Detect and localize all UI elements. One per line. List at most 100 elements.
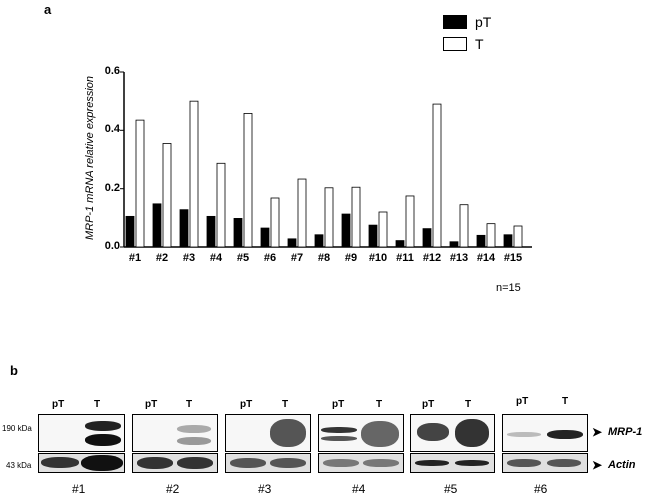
bar-pT-#1 [125,215,135,248]
x-tick-#1: #1 [128,252,142,264]
x-tick-#7: #7 [290,252,304,264]
blot-1-sample: #1 [72,482,86,496]
bar-T-#8 [324,187,334,248]
bar-T-#10 [378,211,388,248]
blot-3-lane-t: T [282,399,289,410]
blot-6-actin [502,453,588,473]
protein-label-mrp1: MRP-1 [608,426,643,438]
blot-1-actin [38,453,125,473]
x-tick-#13: #13 [449,252,469,264]
bar-pT-#14 [476,234,486,248]
bar-T-#2 [162,143,172,248]
blot-4-lane-pt: pT [332,399,345,410]
band [415,460,449,466]
blot-5-lane-t: T [465,399,472,410]
blot-4-actin [318,453,404,473]
band [85,434,121,446]
bar-T-#12 [432,103,442,248]
blot-2-sample: #2 [166,482,180,496]
bar-pT-#7 [287,238,297,248]
band [547,430,583,439]
x-tick-#8: #8 [317,252,331,264]
x-tick-#15: #15 [503,252,523,264]
blot-1-mrp1 [38,414,125,452]
bar-pT-#11 [395,240,405,248]
x-tick-#2: #2 [155,252,169,264]
blot-5-actin [410,453,495,473]
bar-pT-#6 [260,227,270,248]
x-tick-#3: #3 [182,252,196,264]
x-tick-#9: #9 [344,252,358,264]
bar-pT-#8 [314,234,324,248]
bar-pT-#9 [341,213,351,248]
marker-190kda: 190 kDa [2,424,32,433]
blot-2-mrp1 [132,414,218,452]
band [177,437,211,445]
bar-pT-#12 [422,228,432,248]
legend-item-t: T [443,36,491,52]
band [177,457,213,469]
bar-T-#3 [189,100,199,248]
legend-label-t: T [475,36,484,52]
bar-T-#14 [486,223,496,248]
blot-6-lane-t: T [562,396,569,407]
bar-T-#11 [405,195,415,248]
band [547,459,581,467]
legend-swatch-t [443,37,467,51]
bar-T-#15 [513,225,523,248]
legend: pT T [443,14,491,52]
band [507,459,541,467]
protein-label-actin: Actin [608,459,636,471]
bar-pT-#13 [449,241,459,248]
band [270,458,306,468]
band [323,459,359,467]
band [507,432,541,437]
blot-3-mrp1 [225,414,311,452]
arrow-left-icon: ➤ [592,458,603,472]
actin-indicator: ➤ [592,458,602,472]
bar-pT-#4 [206,215,216,248]
band [85,421,121,431]
x-tick-#5: #5 [236,252,250,264]
bar-pT-#2 [152,203,162,248]
blot-6-lane-pt: pT [516,396,529,407]
bar-pT-#15 [503,234,513,248]
blot-5-lane-pt: pT [422,399,435,410]
panel-b-letter: b [10,363,18,378]
blot-3-actin [225,453,311,473]
band [455,460,489,466]
blot-5-sample: #5 [444,482,458,496]
band [177,425,211,433]
sample-size-note: n=15 [496,282,521,294]
bar-T-#7 [297,178,307,248]
blot-5-mrp1 [410,414,495,452]
blot-1-lane-t: T [94,399,101,410]
x-tick-#4: #4 [209,252,223,264]
y-tick-0.2: 0.2 [104,182,120,194]
y-tick-0.0: 0.0 [104,240,120,252]
bar-T-#9 [351,186,361,248]
blot-1-lane-pt: pT [52,399,65,410]
mrp1-indicator: ➤ [592,425,602,439]
band [41,457,79,468]
panel-a-letter: a [44,2,52,17]
legend-swatch-pt [443,15,467,29]
blot-3-lane-pt: pT [240,399,253,410]
band [81,455,123,471]
blot-6-mrp1 [502,414,588,452]
x-tick-#12: #12 [422,252,442,264]
band [363,459,399,467]
x-tick-#6: #6 [263,252,277,264]
bar-T-#1 [135,119,145,248]
blot-4-mrp1 [318,414,404,452]
legend-item-pt: pT [443,14,491,30]
y-tick-0.6: 0.6 [104,65,120,77]
band [230,458,266,468]
blot-4-lane-t: T [376,399,383,410]
y-tick-0.4: 0.4 [104,123,120,135]
marker-43kda: 43 kDa [6,461,32,470]
legend-label-pt: pT [475,14,492,30]
blot-2-lane-t: T [186,399,193,410]
blot-4-sample: #4 [352,482,366,496]
bar-T-#13 [459,204,469,248]
